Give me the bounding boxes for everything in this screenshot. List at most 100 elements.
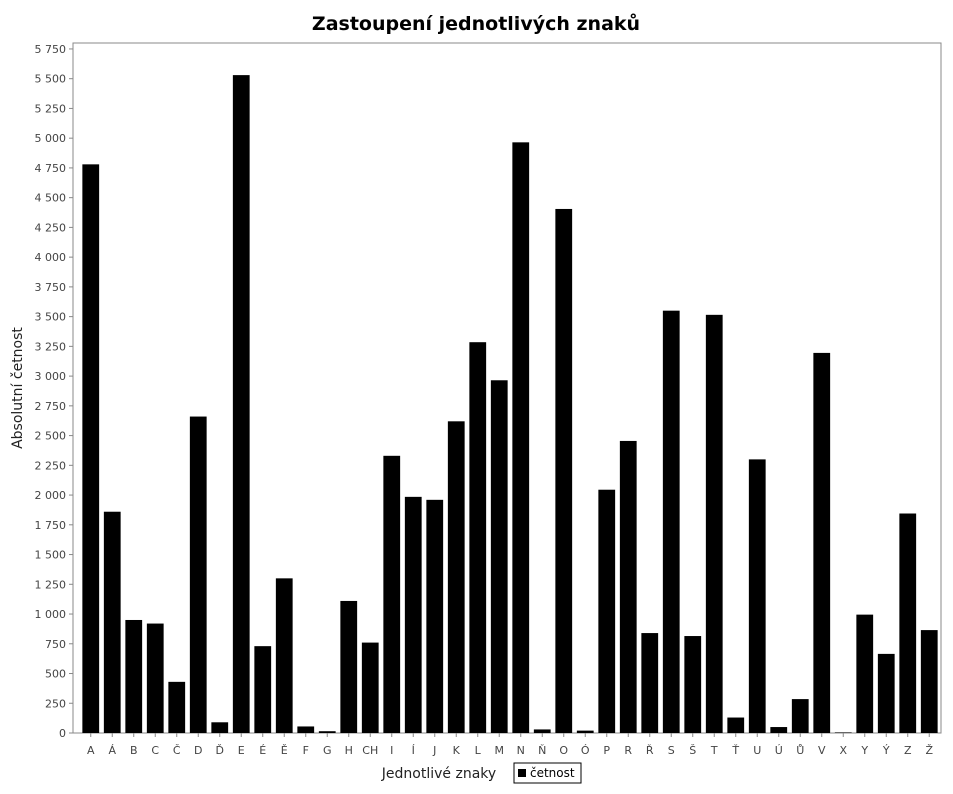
x-tick-label: Č <box>173 744 181 757</box>
x-tick-label: K <box>453 744 461 757</box>
y-tick-label: 3 250 <box>35 340 67 353</box>
bar-37 <box>877 653 895 733</box>
x-axis: A Á B C Č D Ď E É Ě F G H CH I Í J K L M N Ň O Ó P R Ř S Š T Ť U Ú Ů V X Y Ý Z… <box>87 733 933 757</box>
bar-13 <box>361 642 379 733</box>
x-tick-label: M <box>495 744 505 757</box>
y-tick-label: 4 000 <box>35 251 67 264</box>
y-tick-label: 3 500 <box>35 311 67 324</box>
x-tick-label: J <box>432 744 436 757</box>
bar-12 <box>340 600 358 733</box>
x-tick-label: C <box>151 744 159 757</box>
bar-27 <box>662 310 680 733</box>
y-tick-label: 5 250 <box>35 102 67 115</box>
y-tick-label: 250 <box>45 697 66 710</box>
x-tick-label: Ú <box>775 744 783 757</box>
bar-34 <box>813 352 831 733</box>
y-tick-label: 0 <box>59 727 66 740</box>
legend-swatch <box>518 769 526 777</box>
y-tick-label: 3 000 <box>35 370 67 383</box>
y-tick-label: 3 750 <box>35 281 67 294</box>
bar-3 <box>146 623 164 733</box>
y-tick-label: 500 <box>45 668 66 681</box>
x-tick-label: Ó <box>581 744 590 757</box>
x-tick-label: Y <box>860 744 868 757</box>
x-tick-label: S <box>668 744 675 757</box>
y-tick-label: 1 500 <box>35 549 67 562</box>
y-tick-label: 5 750 <box>35 43 67 56</box>
y-tick-label: 750 <box>45 638 66 651</box>
x-tick-label: B <box>130 744 138 757</box>
x-tick-label: Ř <box>646 744 654 757</box>
x-tick-label: O <box>559 744 568 757</box>
bar-series <box>82 75 938 734</box>
x-tick-label: G <box>323 744 332 757</box>
bar-18 <box>469 342 487 733</box>
y-tick-label: 2 500 <box>35 430 67 443</box>
y-axis-label: Absolutní četnost <box>10 327 26 449</box>
bar-15 <box>404 496 422 733</box>
x-tick-label: É <box>259 744 266 757</box>
bar-9 <box>275 578 293 733</box>
x-tick-label: Ý <box>882 744 890 757</box>
bar-33 <box>791 699 809 733</box>
bar-11 <box>318 731 336 733</box>
bar-22 <box>555 208 573 733</box>
y-axis: 0 250 500 750 1 000 1 250 1 500 1 750 2 000 2 250… <box>35 43 73 740</box>
y-tick-label: 4 500 <box>35 192 67 205</box>
y-tick-label: 4 250 <box>35 221 67 234</box>
x-tick-label: Ů <box>796 744 804 757</box>
bar-7 <box>232 75 250 734</box>
x-tick-label: Ď <box>216 744 224 757</box>
bar-6 <box>211 722 229 733</box>
x-tick-label: H <box>345 744 353 757</box>
y-tick-label: 1 750 <box>35 519 67 532</box>
x-tick-label: D <box>194 744 202 757</box>
x-tick-label: F <box>303 744 309 757</box>
bar-14 <box>383 455 401 733</box>
legend-label: četnost <box>530 766 575 780</box>
bar-24 <box>598 489 616 733</box>
x-tick-label: Ť <box>731 744 739 757</box>
x-tick-label: Ž <box>925 744 933 757</box>
bar-17 <box>447 421 465 733</box>
bar-10 <box>297 726 315 733</box>
x-tick-label: Z <box>904 744 912 757</box>
x-tick-label: E <box>238 744 245 757</box>
x-tick-label: U <box>753 744 761 757</box>
x-tick-label: L <box>475 744 482 757</box>
bar-20 <box>512 142 530 734</box>
x-axis-label: Jednotlivé znaky <box>381 766 496 782</box>
bar-29 <box>705 314 723 733</box>
y-tick-label: 2 250 <box>35 459 67 472</box>
x-tick-label: Ň <box>538 744 546 757</box>
bar-23 <box>576 730 594 733</box>
x-tick-label: R <box>624 744 632 757</box>
y-tick-label: 1 250 <box>35 578 67 591</box>
bar-38 <box>899 513 917 733</box>
bar-36 <box>856 614 874 733</box>
bar-1 <box>103 511 121 733</box>
x-tick-label: P <box>603 744 610 757</box>
bar-16 <box>426 499 444 733</box>
x-tick-label: I <box>390 744 393 757</box>
bar-26 <box>641 633 659 733</box>
y-tick-label: 4 750 <box>35 162 67 175</box>
bar-4 <box>168 681 186 733</box>
x-tick-label: Í <box>412 744 415 757</box>
x-tick-label: CH <box>362 744 378 757</box>
chart-title: Zastoupení jednotlivých znaků <box>312 12 640 35</box>
x-tick-label: A <box>87 744 95 757</box>
bar-19 <box>490 380 508 733</box>
y-tick-label: 5 500 <box>35 73 67 86</box>
x-tick-label: Š <box>689 744 696 757</box>
y-tick-label: 1 000 <box>35 608 67 621</box>
bar-5 <box>189 416 207 733</box>
y-tick-label: 5 000 <box>35 132 67 145</box>
bar-35 <box>834 732 852 733</box>
bar-8 <box>254 646 272 733</box>
legend: četnost <box>513 762 582 784</box>
x-tick-label: Ě <box>281 744 288 757</box>
bar-31 <box>748 459 766 733</box>
bar-25 <box>619 440 637 733</box>
legend-box <box>513 762 582 784</box>
